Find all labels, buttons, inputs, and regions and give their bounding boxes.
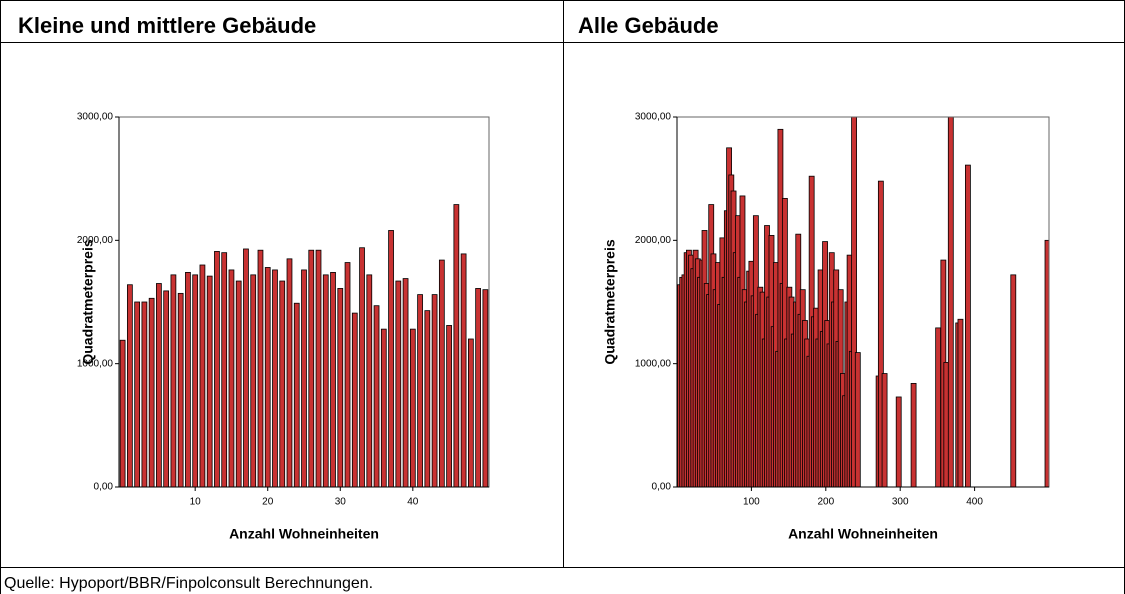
bar [293,302,300,487]
bar [315,249,322,487]
bar [877,180,884,487]
bar [344,262,351,487]
bar [163,290,170,487]
bar [424,310,431,487]
bar [235,280,242,487]
bar [156,283,162,487]
bar [257,249,264,487]
y-tick-label: 1000,00 [77,358,114,369]
x-tick-label: 40 [407,497,419,508]
bar [467,338,474,487]
bar [141,301,148,487]
y-tick-label: 3000,00 [635,112,672,123]
bar [308,249,315,487]
y-tick-label: 0,00 [652,482,672,493]
panel-title: Kleine und mittlere Gebäude [18,13,316,38]
bar [417,294,423,487]
x-tick-label: 300 [892,497,909,508]
x-axis-label: Anzahl Wohneinheiten [788,526,938,542]
bar [851,117,857,487]
bar [366,274,373,487]
bar [881,373,888,487]
x-tick-label: 10 [190,497,202,508]
panel-title: Alle Gebäude [578,13,719,38]
bar [854,352,861,487]
bar [402,278,409,487]
bar [301,269,307,487]
bar [388,230,394,487]
source-note: Quelle: Hypoport/BBR/Finpolconsult Berec… [4,575,373,592]
x-tick-label: 100 [743,497,760,508]
y-tick-label: 2000,00 [635,235,672,246]
bar [935,327,942,487]
bar [185,271,191,487]
bar [322,274,329,487]
bar [351,312,358,487]
bar [380,328,387,487]
x-tick-label: 200 [817,497,834,508]
bar [243,248,249,487]
bar [214,251,220,487]
y-tick-label: 3000,00 [77,112,114,123]
bar [947,117,954,487]
y-tick-label: 0,00 [94,482,114,493]
bar [228,269,235,487]
y-tick-label: 1000,00 [635,358,672,369]
bars [677,117,1049,487]
bar [127,284,133,487]
bar [272,269,278,487]
bar [192,274,199,487]
bar [286,258,293,487]
bar [250,274,257,487]
bar [482,289,489,487]
bar [438,259,445,487]
bar [453,204,460,487]
x-tick-label: 30 [335,497,347,508]
bar [279,280,286,487]
bar [957,318,964,487]
bar [395,280,402,487]
x-tick-label: 20 [262,497,274,508]
bar [170,274,177,487]
bar [199,264,206,487]
bar [330,271,336,487]
bar [409,328,416,487]
bar [910,382,917,487]
x-axis-label: Anzahl Wohneinheiten [229,526,379,542]
bar [177,292,184,487]
bar [359,247,365,487]
x-tick-label: 400 [966,497,983,508]
bar [221,252,228,487]
y-axis-label: Quadratmeterpreis [80,239,96,364]
bar [337,288,344,487]
bar [460,253,467,487]
bars [119,204,489,487]
bar [134,301,141,487]
bar [475,288,481,487]
bar [264,267,271,487]
y-axis-label: Quadratmeterpreis [602,239,618,364]
bar [895,396,902,487]
bar [148,297,155,487]
y-tick-label: 2000,00 [77,235,114,246]
bar [119,339,126,487]
bar [206,275,213,487]
bar [965,164,971,487]
bar [1044,239,1049,487]
bar [373,305,380,487]
bar [446,325,452,487]
bar [431,294,438,487]
bar [1010,274,1017,487]
